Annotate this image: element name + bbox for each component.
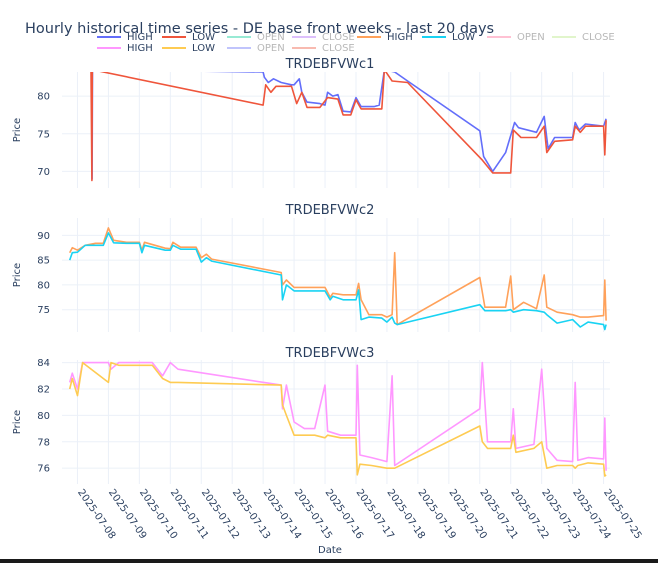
y-tick-label: 84 <box>37 358 50 369</box>
legend-label: LOW <box>452 32 475 43</box>
legend-label: HIGH <box>387 32 413 43</box>
y-tick-label: 80 <box>37 280 50 291</box>
y-tick-label: 85 <box>37 256 50 267</box>
legend-item-high[interactable]: HIGH <box>97 43 153 54</box>
series-group <box>90 72 607 182</box>
legend-item-high[interactable]: HIGH <box>357 32 413 43</box>
y-tick-label: 75 <box>37 305 50 316</box>
y-tick-label: 90 <box>37 231 50 242</box>
chart-legend: HIGH LOW OPEN CLOSE HIGH LOW OPEN CLOSE HIGH LOW O… <box>97 32 615 54</box>
legend-item-close[interactable]: CLOSE <box>552 32 615 43</box>
legend-label: HIGH <box>127 43 153 54</box>
y-tick-label: 78 <box>37 437 50 448</box>
panel-2: 75 80 85 90 TRDEBFVWc2 Price <box>12 203 610 332</box>
legend-item-close[interactable]: CLOSE <box>292 43 355 54</box>
chart-title: Hourly historical time series - DE base … <box>25 21 494 37</box>
y-tick-label: 70 <box>37 167 50 178</box>
y-axis-label: Price <box>12 118 23 142</box>
legend-item-low[interactable]: LOW <box>422 32 475 43</box>
y-tick-label: 80 <box>37 92 50 103</box>
legend-label: OPEN <box>257 32 285 43</box>
panel-1: 70 75 80 TRDEBFVWc1 Price <box>12 57 610 188</box>
y-axis-label: Price <box>12 263 23 287</box>
series-line-low <box>90 72 607 182</box>
series-line-high <box>90 72 607 180</box>
series-group <box>68 361 607 477</box>
legend-label: HIGH <box>127 32 153 43</box>
legend-label: LOW <box>192 43 215 54</box>
legend-label: OPEN <box>257 43 285 54</box>
series-line-low <box>68 232 607 331</box>
y-tick-label: 82 <box>37 385 50 396</box>
legend-item-open[interactable]: OPEN <box>227 43 285 54</box>
legend-label: CLOSE <box>322 32 355 43</box>
y-tick-label: 80 <box>37 411 50 422</box>
legend-item-high[interactable]: HIGH <box>97 32 153 43</box>
series-line-high <box>68 227 607 326</box>
y-axis-label: Price <box>12 410 23 434</box>
legend-item-close[interactable]: CLOSE <box>292 32 355 43</box>
x-axis-label: Date <box>318 545 342 556</box>
series-line-high <box>68 361 607 471</box>
legend-label: LOW <box>192 32 215 43</box>
series-group <box>68 227 607 331</box>
legend-item-open[interactable]: OPEN <box>227 32 285 43</box>
legend-item-low[interactable]: LOW <box>162 32 215 43</box>
panel-3: 76 78 80 82 84 TRDEBFVWc3 Price <box>12 346 610 484</box>
legend-label: OPEN <box>517 32 545 43</box>
legend-item-low[interactable]: LOW <box>162 43 215 54</box>
y-tick-label: 76 <box>37 464 50 475</box>
series-line-low <box>68 361 607 477</box>
panel-subtitle: TRDEBFVWc2 <box>285 203 375 218</box>
panel-subtitle: TRDEBFVWc3 <box>285 346 375 361</box>
y-tick-label: 75 <box>37 129 50 140</box>
legend-item-open[interactable]: OPEN <box>487 32 545 43</box>
legend-label: CLOSE <box>322 43 355 54</box>
window-bottom-border <box>0 559 658 563</box>
panel-subtitle: TRDEBFVWc1 <box>285 57 375 72</box>
legend-label: CLOSE <box>582 32 615 43</box>
chart-panels: 70 75 80 TRDEBFVWc1 Price 75 80 85 90 TRDEBFVWc2 P… <box>12 57 643 541</box>
